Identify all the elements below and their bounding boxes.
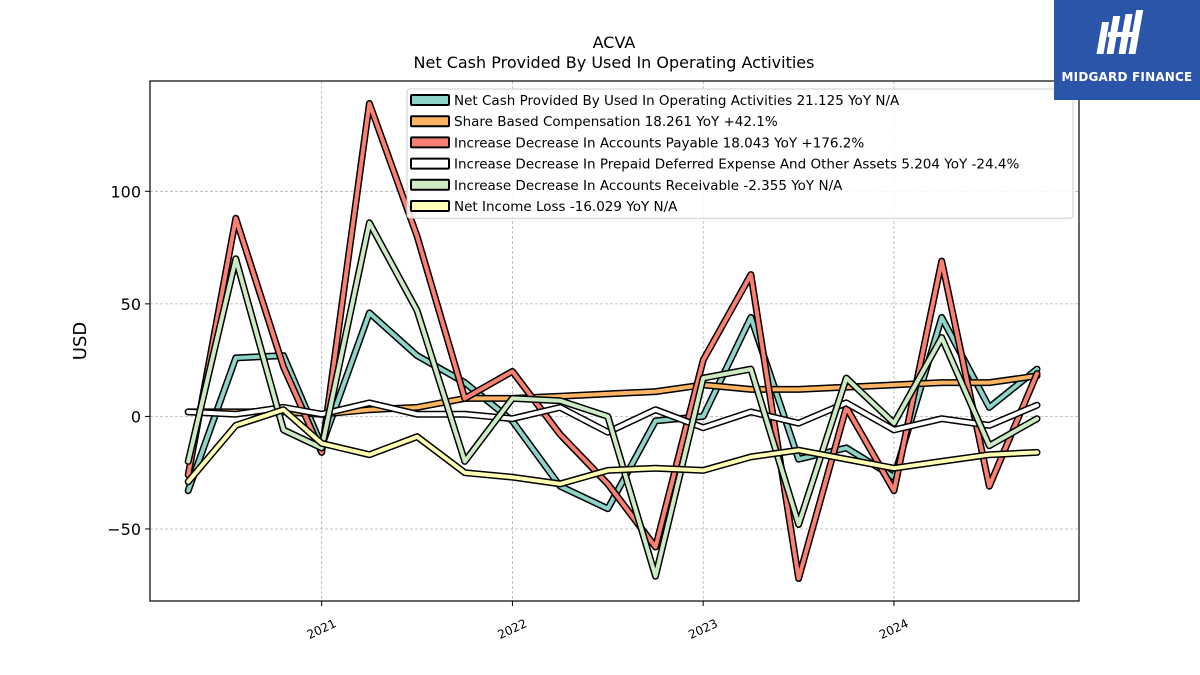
series-line <box>186 407 1039 486</box>
legend-entry: Share Based Compensation 18.261 YoY +42.… <box>454 114 778 130</box>
series-line <box>186 400 1039 435</box>
legend-swatch <box>410 115 450 128</box>
legend-swatch <box>410 136 450 149</box>
x-tick-label: 2021 <box>305 616 339 642</box>
legend-swatch <box>410 94 450 106</box>
plot-frame <box>149 80 1080 602</box>
chart-title: ACVA <box>593 33 636 52</box>
series-line <box>186 220 1039 579</box>
brand-name: MIDGARD FINANCE <box>1061 70 1193 84</box>
series-line <box>186 101 1039 581</box>
y-axis-label: USD <box>70 322 91 360</box>
legend-box <box>406 88 1074 219</box>
legend: Net Cash Provided By Used In Operating A… <box>406 88 1074 219</box>
legend-entry: Increase Decrease In Accounts Payable 18… <box>454 135 864 151</box>
legend-entry: Increase Decrease In Prepaid Deferred Ex… <box>454 157 1019 173</box>
midgard-logo-icon <box>1096 10 1144 54</box>
x-tick-label: 2024 <box>877 616 911 642</box>
y-tick-label: 50 <box>121 295 141 314</box>
legend-swatch <box>410 157 450 170</box>
legend-entry: Net Cash Provided By Used In Operating A… <box>454 93 900 109</box>
series-lines <box>184 100 1041 582</box>
x-tick-label: 2022 <box>495 616 529 642</box>
legend-entry: Increase Decrease In Accounts Receivable… <box>454 178 843 194</box>
x-tick-label: 2023 <box>686 616 720 642</box>
brand-logo: MIDGARD FINANCE <box>1054 0 1200 100</box>
y-tick-label: 100 <box>110 182 141 201</box>
legend-swatch <box>410 178 450 191</box>
chart-subtitle: Net Cash Provided By Used In Operating A… <box>414 53 815 72</box>
y-tick-label: −50 <box>107 520 141 539</box>
series-line-outline <box>184 219 1041 580</box>
y-tick-label: 0 <box>131 407 141 426</box>
legend-entry: Net Income Loss -16.029 YoY N/A <box>454 199 678 215</box>
legend-swatch <box>410 200 450 212</box>
